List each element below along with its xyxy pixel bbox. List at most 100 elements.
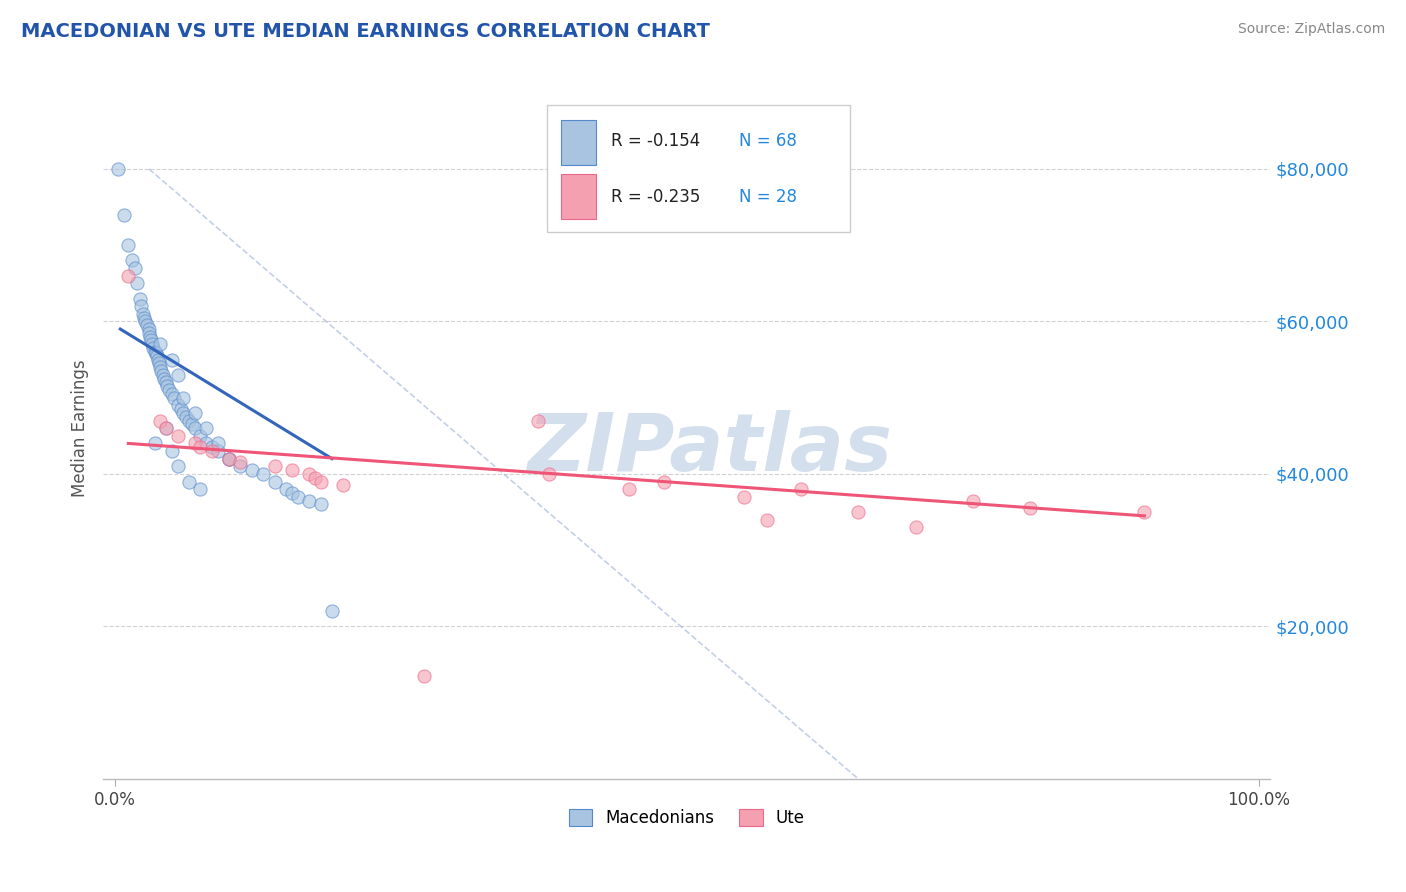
Point <box>218 451 240 466</box>
Point <box>132 307 155 321</box>
Text: R = -0.235: R = -0.235 <box>610 187 700 206</box>
Point <box>138 322 160 336</box>
Point <box>141 334 163 348</box>
Point <box>177 475 200 489</box>
Point <box>195 436 218 450</box>
Point <box>1133 505 1156 519</box>
Point <box>281 463 304 477</box>
Point <box>146 349 169 363</box>
Point <box>148 356 170 370</box>
Point <box>121 253 143 268</box>
Point <box>143 345 166 359</box>
Point <box>412 669 434 683</box>
Point <box>112 208 135 222</box>
Point <box>145 346 167 360</box>
Text: N = 28: N = 28 <box>740 187 797 206</box>
Y-axis label: Median Earnings: Median Earnings <box>72 359 89 497</box>
Point <box>149 337 172 351</box>
Point <box>207 444 229 458</box>
Point <box>149 360 172 375</box>
Point <box>321 604 343 618</box>
Point <box>181 417 204 432</box>
Point <box>229 455 252 469</box>
Point <box>170 402 193 417</box>
Point <box>117 268 139 283</box>
Point <box>190 482 212 496</box>
Text: MACEDONIAN VS UTE MEDIAN EARNINGS CORRELATION CHART: MACEDONIAN VS UTE MEDIAN EARNINGS CORREL… <box>21 22 710 41</box>
FancyBboxPatch shape <box>561 174 596 219</box>
Point <box>124 261 146 276</box>
Point <box>174 409 197 424</box>
Point <box>790 482 813 496</box>
Point <box>183 436 205 450</box>
Point <box>150 364 173 378</box>
Point <box>128 292 150 306</box>
Point <box>160 444 183 458</box>
Point <box>166 459 188 474</box>
Point <box>155 376 177 390</box>
Point <box>263 475 285 489</box>
Point <box>139 329 162 343</box>
Point <box>218 451 240 466</box>
Point <box>309 498 332 512</box>
Point <box>183 421 205 435</box>
Point <box>1019 501 1042 516</box>
Point <box>160 352 183 367</box>
Point <box>149 413 172 427</box>
Point <box>107 161 129 176</box>
Point <box>527 413 550 427</box>
Point <box>190 429 212 443</box>
Point <box>159 383 181 397</box>
Point <box>160 387 183 401</box>
Text: N = 68: N = 68 <box>740 132 797 150</box>
Point <box>962 493 984 508</box>
Point <box>298 493 321 508</box>
Point <box>138 326 160 340</box>
Point <box>172 406 194 420</box>
Point <box>538 467 561 481</box>
Legend: Macedonians, Ute: Macedonians, Ute <box>562 802 811 834</box>
Text: Source: ZipAtlas.com: Source: ZipAtlas.com <box>1237 22 1385 37</box>
Point <box>141 337 163 351</box>
Point <box>755 513 778 527</box>
Point <box>177 413 200 427</box>
Point <box>733 490 755 504</box>
Text: ZIPatlas: ZIPatlas <box>527 410 893 488</box>
Point <box>134 314 156 328</box>
Point <box>276 482 298 496</box>
Point <box>252 467 274 481</box>
Point <box>218 451 240 466</box>
Point <box>152 371 174 385</box>
Point <box>155 421 177 435</box>
Point <box>156 379 179 393</box>
Point <box>183 406 205 420</box>
Point <box>152 368 174 382</box>
Point <box>190 440 212 454</box>
Point <box>332 478 354 492</box>
Point <box>619 482 641 496</box>
Point <box>846 505 869 519</box>
Point <box>134 310 156 325</box>
Point <box>904 520 927 534</box>
Point <box>143 436 166 450</box>
Point <box>229 459 252 474</box>
Point <box>240 463 263 477</box>
Point <box>201 440 224 454</box>
Point <box>166 429 188 443</box>
Point <box>304 471 326 485</box>
Point <box>127 277 149 291</box>
Point <box>146 352 169 367</box>
Point <box>207 436 229 450</box>
Point <box>281 486 304 500</box>
Point <box>201 444 224 458</box>
Point <box>142 341 165 355</box>
FancyBboxPatch shape <box>547 105 851 232</box>
Text: R = -0.154: R = -0.154 <box>610 132 700 150</box>
Point <box>652 475 675 489</box>
Point <box>166 368 188 382</box>
Point <box>117 238 139 252</box>
Point <box>155 421 177 435</box>
Point <box>135 318 157 333</box>
Point <box>287 490 309 504</box>
Point <box>129 299 152 313</box>
